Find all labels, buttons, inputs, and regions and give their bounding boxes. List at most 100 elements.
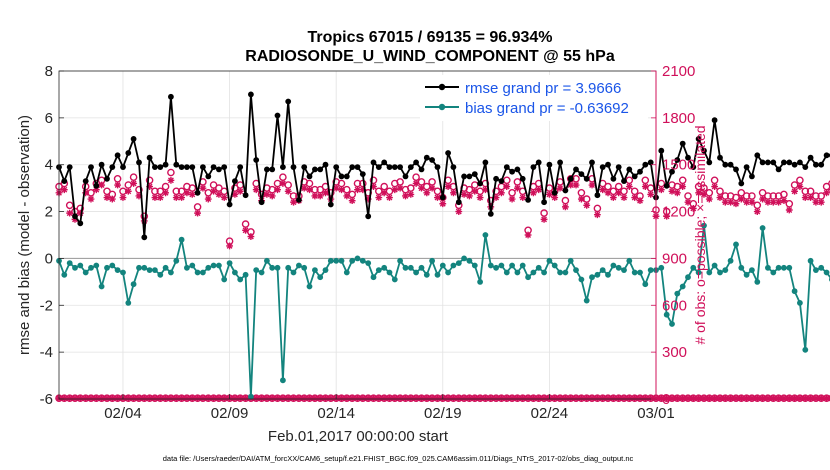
bias-point-13	[125, 300, 132, 306]
obs-assimilated-point-29	[210, 187, 217, 195]
rmse-point-60	[375, 164, 382, 171]
rmse-point-127	[733, 166, 739, 173]
rmse-point-64	[397, 164, 403, 171]
rmse-point-32	[226, 201, 233, 208]
bias-point-43	[285, 264, 292, 271]
obs-baseline-assimilated-point-4	[76, 394, 84, 402]
rmse-point-30	[216, 166, 222, 173]
bias-point-58	[365, 260, 372, 266]
bias-point-2	[66, 260, 73, 266]
obs-assimilated-point-27	[199, 184, 207, 192]
obs-baseline-assimilated-point-21	[167, 394, 175, 402]
obs-baseline-assimilated-point-88	[524, 394, 532, 402]
obs-assimilated-point-143	[817, 198, 825, 206]
legend: rmse grand pr = 3.9666 bias grand pr = -…	[420, 75, 648, 121]
bias-point-72	[439, 262, 446, 269]
series-rmse	[56, 91, 830, 241]
obs-baseline-assimilated-point-47	[306, 394, 313, 402]
bias-point-78	[471, 262, 478, 269]
obs-assimilated-point-98	[577, 195, 585, 203]
bias-point-69	[423, 271, 430, 278]
bias-point-3	[72, 264, 78, 271]
obs-assimilated-point-104	[609, 194, 617, 201]
obs-assimilated-point-135	[775, 198, 782, 206]
obs-assimilated-point-97	[572, 181, 580, 189]
obs-assimilated-point-138	[791, 187, 798, 195]
obs-assimilated-point-101	[593, 211, 601, 219]
obs-baseline-assimilated-point-98	[577, 394, 585, 402]
rmse-point-132	[759, 159, 766, 166]
rmse-point-50	[322, 161, 329, 168]
bias-point-4	[77, 262, 84, 269]
rmse-point-71	[434, 164, 441, 171]
bias-point-101	[594, 271, 601, 278]
obs-baseline-assimilated-point-68	[418, 394, 425, 402]
obs-assimilated-point-120	[695, 189, 703, 197]
bias-point-106	[621, 267, 627, 273]
obs-baseline-assimilated-point-115	[668, 394, 676, 402]
x-tick-label-2: 02/14	[317, 405, 355, 422]
obs-baseline-assimilated-point-119	[689, 394, 697, 402]
obs-assimilated-point-133	[764, 198, 772, 206]
obs-baseline-assimilated-point-40	[268, 394, 276, 402]
bias-point-63	[391, 276, 398, 283]
rmse-point-40	[269, 166, 276, 173]
obs-assimilated-point-139	[796, 183, 804, 190]
obs-baseline-assimilated-point-41	[274, 394, 281, 402]
bias-point-114	[663, 311, 670, 318]
obs-assimilated-point-130	[748, 198, 756, 206]
obs-assimilated-point-20	[162, 189, 170, 197]
bias-point-11	[114, 267, 121, 273]
y-right-tick-label-7: 2100	[662, 63, 695, 80]
obs-baseline-assimilated-point-120	[695, 394, 703, 402]
bias-point-107	[626, 257, 633, 264]
rmse-point-72	[439, 194, 446, 201]
y-axis-left-label: rmse and bias (model - observation)	[16, 115, 33, 355]
bias-point-139	[797, 300, 803, 306]
obs-assimilated-point-2	[66, 209, 74, 217]
bias-point-1	[61, 271, 68, 278]
obs-baseline-assimilated-point-6	[87, 394, 95, 402]
bias-point-51	[327, 257, 334, 264]
y-right-tick-label-1: 300	[662, 344, 687, 361]
obs-assimilated-point-132	[759, 195, 767, 203]
obs-baseline-assimilated-point-106	[620, 394, 628, 402]
obs-possible-point-113	[657, 179, 666, 188]
obs-assimilated-point-136	[780, 197, 788, 205]
rmse-point-116	[674, 157, 681, 163]
rmse-point-44	[290, 164, 297, 171]
obs-assimilated-point-30	[215, 190, 223, 198]
bias-point-81	[487, 262, 494, 269]
bias-point-56	[354, 255, 361, 262]
obs-assimilated-point-119	[689, 205, 697, 212]
rmse-point-68	[418, 166, 425, 173]
obs-assimilated-point-33	[231, 190, 239, 198]
obs-assimilated-point-9	[103, 194, 111, 201]
obs-baseline-assimilated-point-56	[354, 394, 361, 402]
bias-point-20	[162, 264, 169, 271]
rmse-point-3	[72, 213, 78, 220]
bias-point-91	[541, 269, 547, 276]
obs-assimilated-point-78	[471, 187, 479, 195]
obs-baseline-assimilated-point-121	[700, 394, 708, 402]
obs-baseline-assimilated-point-42	[279, 394, 287, 402]
bias-point-35	[242, 271, 249, 278]
obs-assimilated-point-71	[434, 194, 441, 201]
rmse-point-101	[594, 192, 601, 199]
obs-assimilated-point-95	[561, 203, 569, 211]
rmse-point-133	[765, 159, 771, 166]
obs-assimilated-point-32	[226, 242, 233, 250]
rmse-point-7	[93, 182, 100, 189]
rmse-point-61	[381, 159, 388, 166]
obs-assimilated-point-3	[71, 215, 79, 223]
bias-point-109	[637, 269, 643, 276]
rmse-point-108	[631, 173, 638, 180]
obs-assimilated-point-41	[274, 186, 281, 194]
rmse-point-28	[205, 173, 212, 180]
rmse-point-118	[685, 154, 691, 161]
rmse-point-113	[658, 147, 665, 154]
obs-baseline-assimilated-point-137	[785, 394, 793, 402]
obs-baseline-assimilated-point-87	[519, 394, 527, 402]
obs-assimilated-point-127	[732, 200, 740, 208]
bias-point-65	[402, 264, 409, 271]
